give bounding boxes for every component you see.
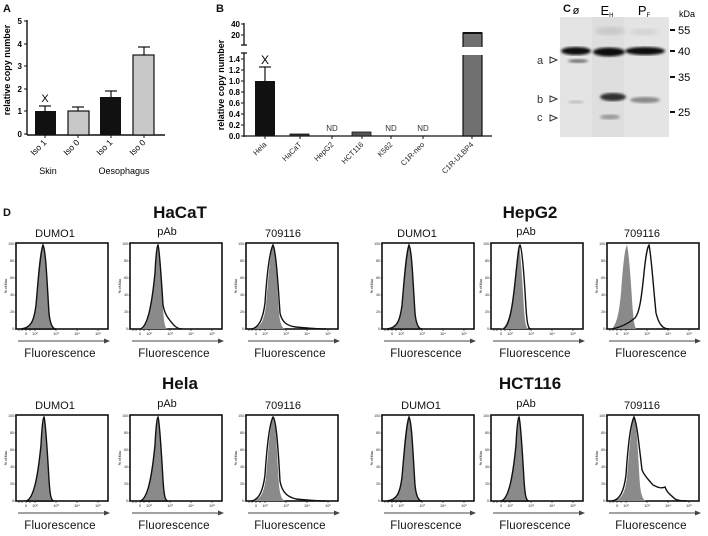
- hist-hepg2-pab: [478, 241, 586, 345]
- xlabel-fluorescence: Fluorescence: [138, 348, 210, 360]
- svg-text:0.0: 0.0: [229, 132, 241, 141]
- title-hepg2: HepG2: [502, 203, 558, 222]
- hist-hct116-dumo1: [369, 413, 477, 517]
- hist-hela-dumo1: [3, 413, 111, 517]
- svg-text:1: 1: [18, 107, 23, 116]
- xlabel-fluorescence: Fluorescence: [24, 520, 96, 532]
- band-a-label: a: [537, 55, 544, 67]
- panel-d-letter: D: [3, 207, 11, 219]
- xlabel-fluorescence: Fluorescence: [254, 520, 326, 532]
- ab-title: 709116: [624, 400, 660, 412]
- svg-text:2: 2: [18, 85, 23, 94]
- svg-text:1.2: 1.2: [229, 66, 241, 75]
- svg-text:0.2: 0.2: [229, 121, 241, 130]
- panel-c-letter: C: [563, 3, 571, 15]
- xlabel-fluorescence: Fluorescence: [390, 348, 462, 360]
- arrow-c-icon: [549, 114, 559, 122]
- panel-a-bar-chart: relative copy number 5 4 3 2 1 0 X Iso 1…: [2, 17, 165, 176]
- xlabel-fluorescence: Fluorescence: [499, 520, 571, 532]
- ab-title: pAb: [157, 398, 177, 410]
- xlabel-fluorescence: Fluorescence: [254, 348, 326, 360]
- hist-hacat-dumo1: [3, 241, 111, 345]
- panel-a-ylabel: relative copy number: [2, 24, 12, 115]
- panel-b-letter: B: [216, 3, 224, 15]
- svg-text:0.6: 0.6: [229, 99, 241, 108]
- svg-text:1.4: 1.4: [229, 55, 241, 64]
- hist-hct116-pab: [478, 413, 586, 517]
- ab-title: pAb: [516, 398, 536, 410]
- svg-text:25: 25: [678, 107, 690, 119]
- band-b-label: b: [537, 94, 543, 106]
- hist-hepg2-dumo1: [369, 241, 477, 345]
- xlabel-fluorescence: Fluorescence: [138, 520, 210, 532]
- ab-title: 709116: [624, 228, 660, 240]
- ab-title: pAb: [516, 226, 536, 238]
- band-c-label: c: [537, 112, 543, 124]
- hist-hepg2-709116: [594, 241, 702, 345]
- panel-b-x-marker: X: [261, 53, 269, 67]
- ab-title: 709116: [265, 400, 301, 412]
- hist-hct116-709116: [594, 413, 702, 517]
- panel-c-western-blot: ø EH PF kDa 55 40 35 25 a b c: [537, 3, 695, 137]
- panel-a-letter: A: [3, 3, 11, 15]
- nd-c1r-neo: ND: [417, 124, 429, 133]
- hist-hacat-709116: [233, 241, 341, 345]
- panel-b-bar-chart: relative copy number 40 20 1.4 1.2 1.0 0…: [216, 20, 492, 176]
- svg-text:0.8: 0.8: [229, 88, 241, 97]
- title-hacat: HaCaT: [153, 203, 207, 222]
- ab-title: 709116: [265, 228, 301, 240]
- title-hct116: HCT116: [498, 374, 562, 393]
- group-oesophagus: Oesophagus: [98, 166, 150, 176]
- svg-text:5: 5: [18, 17, 23, 26]
- panel-a-bars: [35, 46, 155, 136]
- ab-title: DUMO1: [397, 228, 437, 240]
- xlabel-fluorescence: Fluorescence: [24, 348, 96, 360]
- svg-text:0: 0: [18, 130, 23, 139]
- svg-text:55: 55: [678, 25, 690, 37]
- ab-title: pAb: [157, 226, 177, 238]
- arrow-a-icon: [549, 56, 559, 64]
- bar-hela: [255, 81, 275, 136]
- bar-oes-iso1: [100, 97, 121, 135]
- svg-text:40: 40: [678, 46, 690, 58]
- svg-text:3: 3: [18, 62, 23, 71]
- nd-hepg2: ND: [326, 124, 338, 133]
- bar-skin-iso1: [35, 111, 56, 135]
- ab-title: DUMO1: [35, 400, 75, 412]
- svg-text:35: 35: [678, 72, 690, 84]
- group-skin: Skin: [39, 166, 57, 176]
- xlabel-fluorescence: Fluorescence: [499, 348, 571, 360]
- panel-b-ylabel: relative copy number: [216, 39, 226, 130]
- lane-eh-label: EH: [600, 3, 613, 19]
- xlabel-fluorescence: Fluorescence: [615, 348, 687, 360]
- xlabel-fluorescence: Fluorescence: [615, 520, 687, 532]
- title-hela: Hela: [162, 374, 198, 393]
- hist-hacat-pab: [117, 241, 225, 345]
- kda-label: kDa: [679, 9, 695, 19]
- hist-hela-pab: [117, 413, 225, 517]
- xlabel-fluorescence: Fluorescence: [390, 520, 462, 532]
- ab-title: DUMO1: [401, 400, 441, 412]
- lane-empty-label: ø: [573, 5, 580, 17]
- arrow-b-icon: [549, 95, 559, 103]
- svg-text:1.0: 1.0: [229, 77, 241, 86]
- panel-a-x-marker: X: [41, 93, 49, 105]
- hist-hela-709116: [233, 413, 341, 517]
- nd-k562: ND: [385, 124, 397, 133]
- svg-text:0.4: 0.4: [229, 110, 241, 119]
- svg-text:4: 4: [18, 40, 23, 49]
- svg-text:20: 20: [231, 31, 240, 40]
- ab-title: DUMO1: [35, 228, 75, 240]
- svg-text:40: 40: [231, 20, 240, 29]
- lane-pf-label: PF: [638, 3, 651, 19]
